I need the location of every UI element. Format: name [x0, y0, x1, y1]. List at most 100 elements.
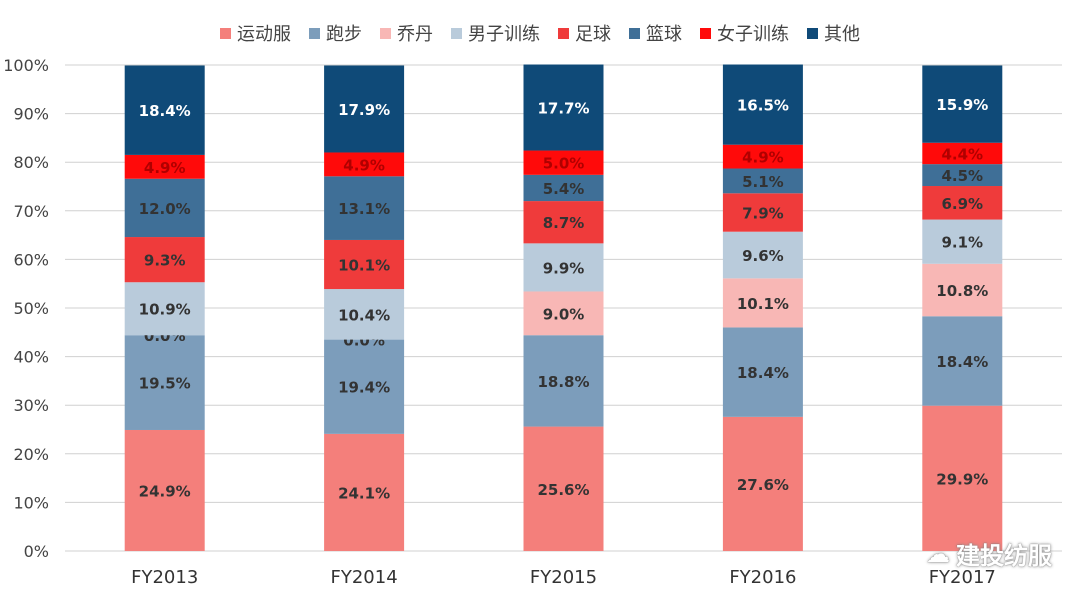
wechat-icon: ☁ [926, 539, 950, 568]
bar-segment [922, 316, 1003, 406]
bar-segment [523, 426, 604, 551]
data-label: 17.9% [338, 101, 390, 119]
bar-segment [523, 150, 604, 175]
x-tick-label: FY2016 [729, 567, 796, 588]
y-tick-label: 20% [13, 445, 49, 464]
y-tick-label: 60% [13, 250, 49, 269]
legend-label: 篮球 [646, 24, 682, 45]
legend-item: 男子训练 [451, 20, 540, 46]
bar-segment [722, 278, 803, 328]
bar-segment [523, 243, 604, 292]
data-label: 4.4% [941, 145, 983, 163]
y-tick-label: 0% [24, 542, 49, 561]
data-label: 24.9% [139, 482, 191, 500]
data-label: 6.9% [941, 195, 983, 213]
data-label: 4.5% [941, 167, 983, 185]
bar-segment [523, 335, 604, 427]
data-label: 25.6% [537, 481, 589, 499]
bar-segment [922, 405, 1003, 551]
watermark-text: 建投纺服 [956, 542, 1052, 570]
legend-label: 其他 [824, 24, 860, 45]
bar-segment [523, 201, 604, 244]
data-label: 10.9% [139, 301, 191, 319]
bar-segment [124, 154, 205, 179]
legend-swatch [220, 27, 231, 39]
x-tick-label: FY2013 [131, 567, 198, 588]
watermark: ☁ 建投纺服 [926, 536, 1052, 571]
legend-item: 足球 [558, 20, 611, 46]
data-label: 12.0% [139, 200, 191, 218]
data-label: 29.9% [936, 470, 988, 488]
data-label: 4.9% [742, 149, 784, 167]
y-tick-label: 70% [13, 202, 49, 221]
legend-swatch [700, 27, 711, 39]
bar-segment [124, 237, 205, 283]
bar-segment [722, 416, 803, 551]
data-label: 18.4% [936, 353, 988, 371]
bar-segment [922, 142, 1003, 165]
legend-label: 足球 [575, 24, 611, 45]
y-tick-label: 100% [3, 56, 49, 75]
legend-swatch [451, 27, 462, 39]
bar-segment [922, 65, 1003, 143]
x-tick-label: FY2014 [331, 567, 398, 588]
data-label: 16.5% [737, 97, 789, 115]
bar-segment [523, 174, 604, 202]
bar-segment [124, 335, 205, 430]
legend-item: 运动服 [220, 20, 291, 46]
bar-segment [124, 282, 205, 336]
data-label: 5.1% [742, 173, 784, 191]
legend-label: 乔丹 [397, 24, 433, 45]
bar-segment [722, 64, 803, 145]
bar-segment [922, 186, 1003, 220]
bar-segment [722, 231, 803, 279]
data-label: 18.4% [737, 364, 789, 382]
legend-swatch [309, 27, 320, 39]
legend-label: 运动服 [237, 24, 291, 45]
data-label: 5.4% [543, 180, 585, 198]
legend: 运动服 跑步 乔丹 男子训练 足球 篮球 女子训练 其他 [0, 20, 1080, 46]
bar-segment [722, 193, 803, 232]
legend-swatch [629, 27, 640, 39]
data-label: 9.3% [144, 252, 186, 270]
legend-label: 跑步 [326, 24, 362, 45]
bar-segment [324, 339, 405, 434]
bar-segment [922, 219, 1003, 264]
data-label: 24.1% [338, 484, 390, 502]
y-tick-label: 90% [13, 105, 49, 124]
data-label: 10.1% [338, 257, 390, 275]
data-label: 10.8% [936, 282, 988, 300]
data-label: 9.1% [941, 234, 983, 252]
x-tick-label: FY2015 [530, 567, 597, 588]
legend-item: 篮球 [629, 20, 682, 46]
bar-segment [523, 64, 604, 151]
y-tick-label: 40% [13, 348, 49, 367]
bar-segment [922, 164, 1003, 187]
bar-segment [124, 65, 205, 155]
bar-segment [922, 263, 1003, 317]
data-label: 4.9% [144, 159, 186, 177]
data-label: 9.0% [543, 305, 585, 323]
data-label: 15.9% [936, 96, 988, 114]
y-tick-label: 50% [13, 299, 49, 318]
data-label: 4.9% [343, 156, 385, 174]
data-label: 19.5% [139, 375, 191, 393]
data-label: 9.9% [543, 259, 585, 277]
legend-swatch [807, 27, 818, 39]
legend-label: 女子训练 [717, 24, 789, 45]
legend-item: 其他 [807, 20, 860, 46]
bar-segment [124, 178, 205, 238]
bar-segment [124, 429, 205, 551]
bar-segment [324, 152, 405, 177]
legend-item: 跑步 [309, 20, 362, 46]
legend-item: 女子训练 [700, 20, 789, 46]
bar-segment [324, 239, 405, 290]
legend-item: 乔丹 [380, 20, 433, 46]
data-label: 18.4% [139, 102, 191, 120]
data-label: 9.6% [742, 247, 784, 265]
x-tick-label: FY2017 [929, 567, 996, 588]
legend-label: 男子训练 [468, 24, 540, 45]
bar-segment [722, 144, 803, 169]
data-label: 27.6% [737, 476, 789, 494]
